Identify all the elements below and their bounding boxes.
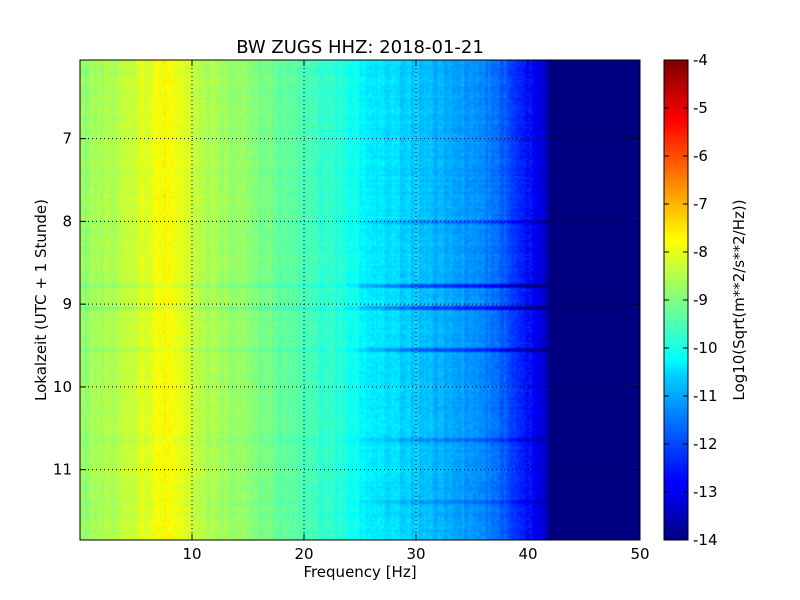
x-axis-ticks: 10 20 30 40 50 — [182, 60, 650, 563]
colorbar-tick-label: -9 — [693, 291, 708, 309]
colorbar-tick-label: -10 — [693, 339, 718, 357]
chart-title: BW ZUGS HHZ: 2018-01-21 — [236, 37, 484, 58]
x-tick-label: 10 — [182, 545, 201, 563]
colorbar-tick-label: -7 — [693, 195, 708, 213]
colorbar-tick-label: -13 — [693, 483, 718, 501]
colorbar-tick-label: -12 — [693, 435, 718, 453]
colorbar-tick-label: -4 — [693, 51, 708, 69]
x-tick-label: 40 — [518, 545, 537, 563]
grid-lines — [80, 60, 640, 540]
x-axis-label: Frequency [Hz] — [303, 563, 416, 581]
y-axis-ticks: 7 8 9 10 11 — [53, 130, 640, 479]
colorbar-tick-label: -14 — [693, 531, 718, 549]
colorbar-label: Log10(Sqrt(m**2/s**2/Hz)) — [730, 199, 748, 400]
heatmap-image — [80, 60, 640, 540]
colorbar-tick-label: -6 — [693, 147, 708, 165]
y-tick-label: 7 — [62, 130, 72, 148]
y-axis-label: Lokalzeit (UTC + 1 Stunde) — [32, 199, 50, 401]
plot-frame — [79, 59, 641, 541]
colorbar-tick-label: -11 — [693, 387, 718, 405]
colorbar-tick-label: -5 — [693, 99, 708, 117]
x-tick-label: 20 — [294, 545, 313, 563]
y-tick-label: 8 — [62, 212, 72, 230]
x-tick-label: 50 — [630, 545, 649, 563]
y-tick-label: 11 — [53, 461, 72, 479]
colorbar-tick-label: -8 — [693, 243, 708, 261]
x-tick-label: 30 — [406, 545, 425, 563]
colorbar-ticks: -4 -5 -6 -7 -8 -9 -10 -11 -12 -13 -14 — [664, 51, 718, 549]
y-tick-label: 9 — [62, 295, 72, 313]
y-tick-label: 10 — [53, 378, 72, 396]
